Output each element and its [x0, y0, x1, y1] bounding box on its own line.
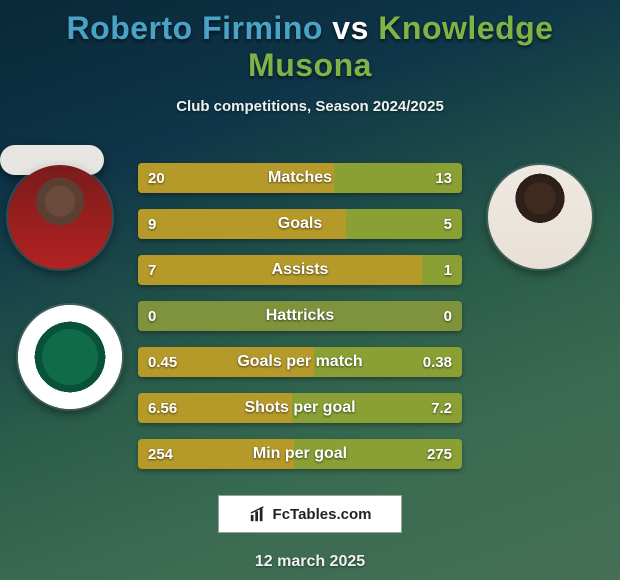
stat-row: 0.450.38Goals per match: [138, 347, 462, 377]
stat-bar-left: [138, 163, 334, 193]
date-text: 12 march 2025: [0, 553, 620, 571]
stats-bars: 2013Matches 95Goals 71Assists 00Hattricks 0.…: [138, 163, 462, 485]
stat-bar-left: [138, 393, 292, 423]
player1-club-badge: [18, 305, 122, 409]
stat-bar-right: [346, 209, 462, 239]
vs-text: vs: [332, 10, 369, 46]
player1-name: Roberto Firmino: [67, 10, 323, 46]
stat-row: 71Assists: [138, 255, 462, 285]
stat-bar-right: [314, 347, 462, 377]
stat-row: 00Hattricks: [138, 301, 462, 331]
brand-text: FcTables.com: [273, 506, 372, 523]
stat-bar-left: [138, 301, 300, 331]
subtitle: Club competitions, Season 2024/2025: [0, 98, 620, 115]
stat-bar-right: [334, 163, 462, 193]
brand-logo-icon: [249, 505, 267, 523]
brand-box[interactable]: FcTables.com: [218, 495, 402, 533]
player1-avatar: [8, 165, 112, 269]
player2-avatar: [488, 165, 592, 269]
stat-bar-right: [300, 301, 462, 331]
stat-row: 95Goals: [138, 209, 462, 239]
stat-bar-right: [422, 255, 463, 285]
main-area: 2013Matches 95Goals 71Assists 00Hattricks 0.…: [0, 145, 620, 485]
stat-bar-left: [138, 439, 294, 469]
stat-bar-left: [138, 255, 422, 285]
stat-bar-right: [294, 439, 462, 469]
stat-bar-left: [138, 209, 346, 239]
stat-row: 6.567.2Shots per goal: [138, 393, 462, 423]
stat-row: 254275Min per goal: [138, 439, 462, 469]
comparison-title: Roberto Firmino vs Knowledge Musona: [0, 0, 620, 84]
stat-bar-right: [292, 393, 462, 423]
stat-row: 2013Matches: [138, 163, 462, 193]
stat-bar-left: [138, 347, 314, 377]
